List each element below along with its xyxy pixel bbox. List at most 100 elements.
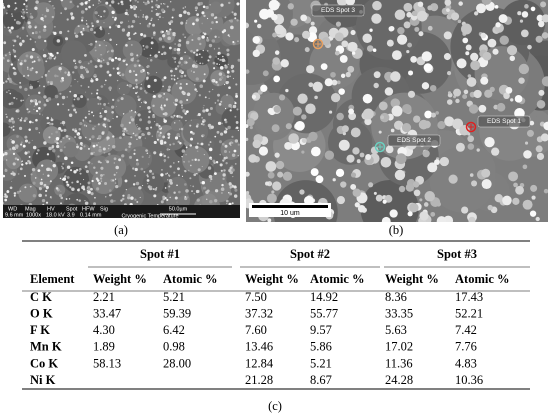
grain — [68, 137, 71, 140]
grain — [508, 171, 519, 182]
grain — [105, 1, 109, 5]
grain — [469, 173, 474, 177]
grain — [99, 114, 103, 118]
grain — [86, 25, 90, 28]
grain — [262, 70, 269, 77]
grain — [56, 142, 59, 145]
grain — [44, 15, 47, 18]
grain — [47, 81, 50, 84]
grain — [407, 211, 413, 217]
cell: 55.77 — [310, 306, 338, 320]
grain — [11, 140, 15, 144]
info-bar — [3, 205, 240, 218]
grain — [98, 142, 100, 144]
grain — [10, 101, 14, 105]
grain — [7, 190, 9, 192]
grain — [16, 98, 18, 100]
grain — [105, 196, 107, 198]
grain — [100, 54, 102, 56]
grain — [199, 181, 203, 184]
grain — [366, 45, 374, 52]
grain — [60, 122, 62, 125]
grain — [185, 22, 188, 24]
grain — [128, 37, 131, 40]
grain — [15, 7, 18, 10]
grain — [84, 116, 87, 119]
grain — [231, 202, 234, 205]
grain — [51, 133, 53, 135]
grain — [292, 106, 302, 116]
column-header: Weight % — [245, 272, 299, 286]
grain — [180, 74, 184, 78]
grain — [181, 156, 183, 158]
grain — [334, 32, 344, 42]
grain — [413, 189, 421, 197]
grain — [94, 125, 96, 128]
grain — [301, 114, 307, 120]
grain — [193, 192, 195, 195]
grain — [91, 179, 94, 183]
grain — [91, 27, 93, 29]
grain — [45, 185, 49, 190]
grain — [21, 39, 25, 43]
grain — [6, 59, 10, 63]
info-header: HV — [47, 206, 55, 212]
grain — [68, 113, 73, 117]
grain — [478, 104, 487, 113]
grain — [94, 46, 97, 49]
cell: 4.83 — [455, 356, 477, 370]
grain — [103, 39, 105, 42]
particle — [201, 193, 217, 209]
grain — [139, 22, 141, 25]
cell: 1.89 — [93, 340, 115, 354]
grain — [86, 70, 90, 74]
grain — [12, 125, 15, 128]
grain — [165, 29, 168, 32]
grain — [52, 5, 54, 7]
grain — [108, 57, 112, 61]
cell: 37.32 — [245, 306, 273, 320]
grain — [234, 127, 236, 129]
grain — [373, 191, 377, 195]
grain — [43, 183, 47, 187]
grain — [219, 66, 224, 70]
grain — [130, 43, 133, 46]
grain — [197, 37, 201, 41]
grain — [92, 4, 95, 6]
grain — [135, 162, 140, 166]
cell: 4.30 — [93, 323, 115, 337]
particle — [111, 137, 127, 152]
grain — [66, 176, 70, 179]
grain — [92, 127, 95, 130]
grain — [38, 100, 42, 104]
grain — [471, 180, 478, 187]
grain — [487, 204, 493, 211]
grain — [39, 181, 44, 186]
grain — [99, 64, 103, 68]
particle — [123, 186, 144, 208]
grain — [13, 39, 17, 43]
grain — [64, 71, 67, 74]
grain — [25, 8, 28, 11]
particle — [116, 81, 131, 96]
grain — [90, 187, 93, 191]
grain — [199, 1, 203, 6]
grain — [468, 216, 476, 222]
grain — [229, 75, 231, 78]
cell: 10.36 — [455, 373, 483, 387]
grain — [41, 198, 46, 203]
cell: 14.92 — [310, 290, 338, 304]
grain — [300, 14, 308, 22]
grain — [308, 82, 314, 88]
grain — [8, 29, 12, 32]
grain — [378, 130, 382, 134]
grain — [29, 185, 32, 188]
grain — [106, 136, 110, 140]
particle — [221, 107, 240, 130]
cell: 7.76 — [455, 340, 477, 354]
grain — [130, 25, 134, 28]
grain — [130, 196, 134, 200]
grain — [127, 193, 131, 197]
grain — [114, 18, 117, 21]
grain — [197, 112, 201, 117]
